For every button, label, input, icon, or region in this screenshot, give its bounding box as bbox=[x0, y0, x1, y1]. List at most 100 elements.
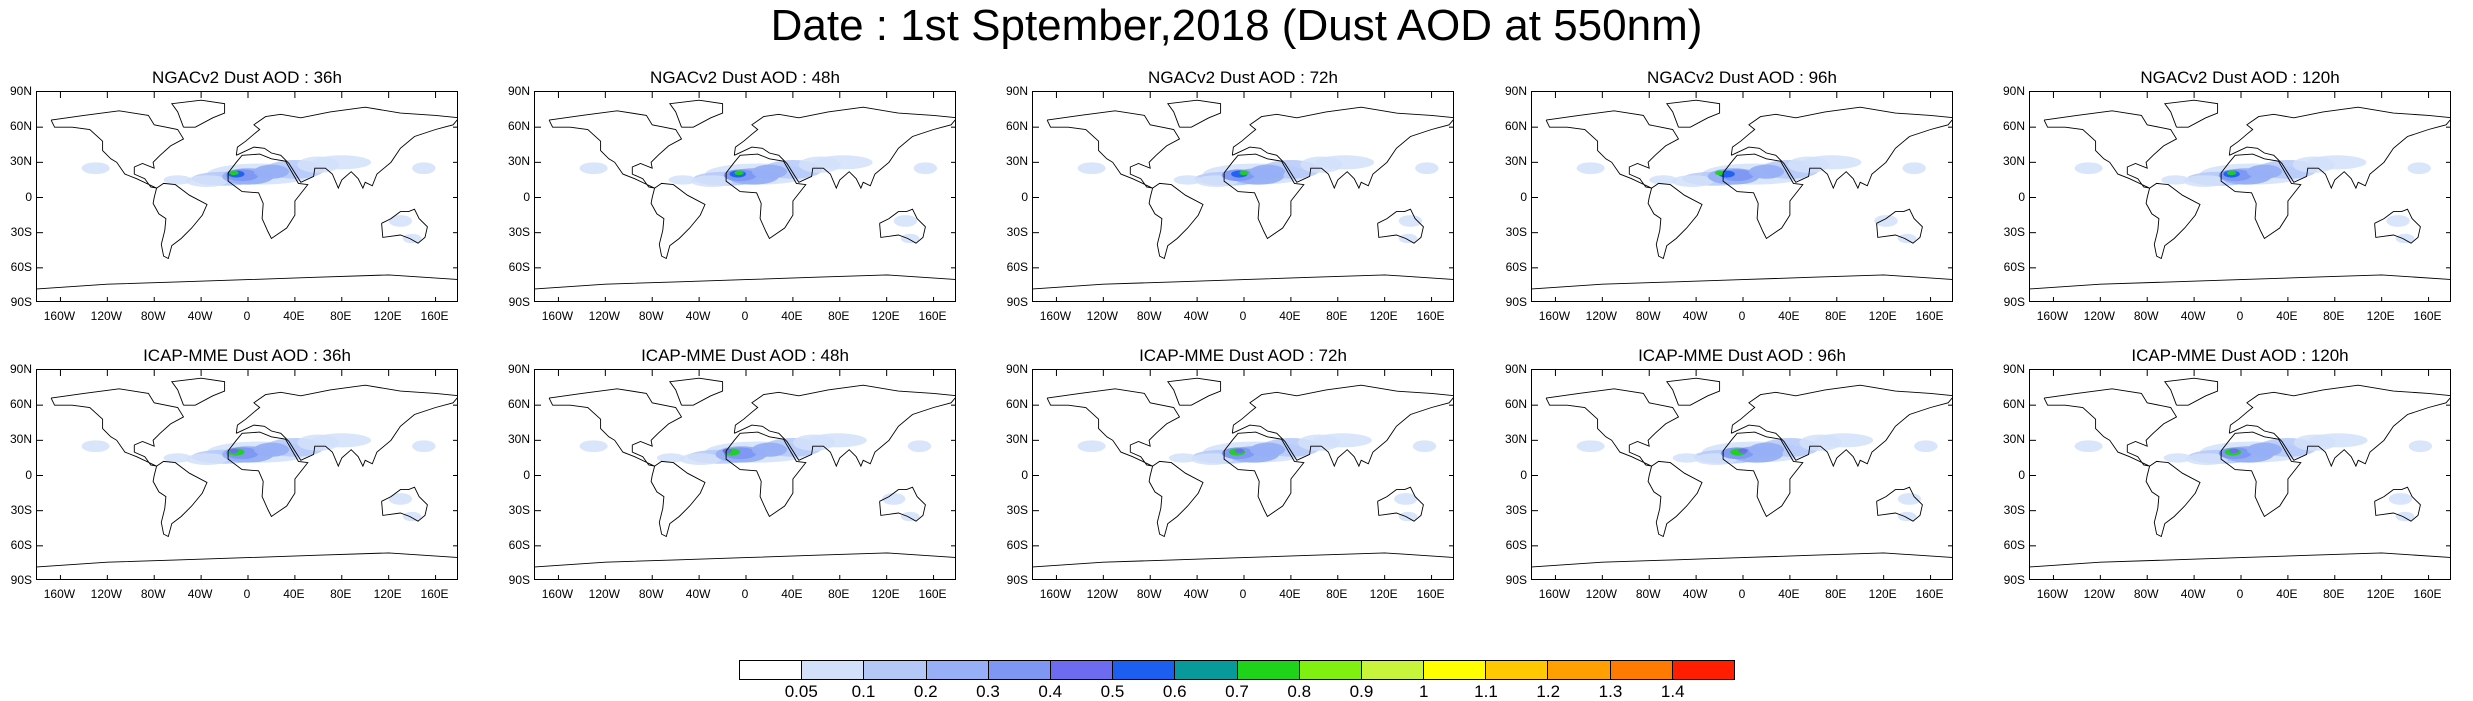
coastline bbox=[152, 460, 208, 538]
lon-tick-label: 120E bbox=[1868, 587, 1897, 601]
coastline bbox=[650, 182, 706, 260]
lon-tick-label: 0 bbox=[243, 309, 251, 323]
lon-tick-label: 80W bbox=[2133, 587, 2159, 601]
lon-tick-label: 40E bbox=[1778, 587, 1800, 601]
dust-plume-patch bbox=[1398, 233, 1418, 244]
panel-title: ICAP-MME Dust AOD : 96h bbox=[1638, 346, 1846, 365]
panel-title: NGACv2 Dust AOD : 72h bbox=[1148, 68, 1338, 87]
coastline bbox=[1532, 274, 1952, 290]
dust-plume-patch bbox=[1315, 155, 1375, 170]
dust-plume-patch bbox=[1874, 215, 1898, 227]
colorbar-label: 0.4 bbox=[1038, 682, 1063, 701]
lon-tick-label: 0 bbox=[741, 587, 749, 601]
colorbar-label: 0.9 bbox=[1349, 682, 1374, 701]
lon-tick-label: 80E bbox=[2323, 309, 2345, 323]
coastline bbox=[1647, 460, 1703, 538]
lon-tick-label: 80W bbox=[1635, 587, 1661, 601]
coastline bbox=[2374, 208, 2421, 244]
dust-plume-patch bbox=[402, 511, 422, 522]
dust-plume-patch bbox=[1672, 453, 1701, 463]
dust-plume-patch bbox=[185, 175, 229, 187]
lon-tick-label: 120W bbox=[588, 587, 620, 601]
lat-tick-label: 30N bbox=[1005, 154, 1028, 169]
lon-tick-label: 0 bbox=[1239, 309, 1247, 323]
dust-plume-patch bbox=[402, 233, 422, 244]
coastline bbox=[1730, 106, 1952, 190]
lon-tick-label: 80W bbox=[1635, 309, 1661, 323]
lon-tick-label: 0 bbox=[1239, 587, 1247, 601]
lat-tick-label: 90S bbox=[2003, 295, 2025, 309]
dust-plume-patch bbox=[668, 175, 697, 185]
dust-plume-patch bbox=[2407, 162, 2431, 175]
lon-tick-label: 0 bbox=[741, 309, 749, 323]
lat-tick-label: 60N bbox=[2002, 119, 2025, 134]
coastline bbox=[1166, 377, 1222, 406]
colorbar-cell bbox=[1175, 661, 1238, 679]
dust-plume-patch bbox=[900, 233, 920, 244]
map-plot bbox=[1032, 91, 1454, 302]
lat-tick-label: 90S bbox=[1006, 573, 1028, 587]
lon-tick-label: 40E bbox=[2276, 587, 2298, 601]
lat-tick-label: 0 bbox=[2018, 467, 2025, 482]
coastline bbox=[1231, 384, 1453, 468]
lon-tick-label: 120E bbox=[871, 587, 900, 601]
dust-plume-patch bbox=[1714, 170, 1725, 176]
dust-plume-patch bbox=[2395, 233, 2415, 244]
lat-tick-label: 0 bbox=[2018, 189, 2025, 204]
dust-plume-patch bbox=[1313, 433, 1372, 448]
dust-plume-patch bbox=[881, 493, 906, 505]
dust-plume-patch bbox=[1249, 442, 1286, 457]
lat-tick-label: 60N bbox=[507, 397, 530, 412]
dust-plume-patch bbox=[907, 440, 932, 453]
lat-tick-label: 60N bbox=[9, 119, 32, 134]
dust-plume-patch bbox=[2307, 155, 2367, 170]
coastline bbox=[733, 106, 955, 190]
dust-plume-patch bbox=[579, 440, 608, 453]
lat-tick-label: 30S bbox=[1006, 502, 1028, 517]
panel-title: ICAP-MME Dust AOD : 36h bbox=[143, 346, 351, 365]
dust-plume-patch bbox=[1738, 448, 1748, 454]
coastline bbox=[879, 486, 926, 522]
dust-plume-patch bbox=[253, 164, 290, 179]
dust-plume-patch bbox=[2308, 433, 2368, 448]
coastline bbox=[2163, 99, 2219, 128]
panel-title: NGACv2 Dust AOD : 120h bbox=[2140, 68, 2340, 87]
coastline bbox=[1545, 110, 1680, 189]
lon-tick-label: 120W bbox=[1086, 309, 1118, 323]
coastline bbox=[1033, 552, 1453, 568]
lat-tick-label: 60N bbox=[507, 119, 530, 134]
coastline bbox=[650, 460, 706, 538]
coastline bbox=[1148, 460, 1204, 538]
coastline bbox=[1223, 153, 1305, 240]
lat-tick-label: 90N bbox=[9, 84, 32, 98]
lon-tick-label: 40E bbox=[283, 587, 305, 601]
coastline bbox=[535, 274, 955, 290]
dust-plume-patch bbox=[1077, 440, 1106, 453]
dust-plume-patch bbox=[913, 162, 938, 175]
map-plot bbox=[1032, 369, 1454, 580]
dust-plume-patch bbox=[1173, 175, 1202, 185]
dust-plume-patch bbox=[751, 164, 788, 179]
coastline bbox=[1722, 431, 1804, 518]
dust-plume-patch bbox=[900, 511, 920, 522]
lon-tick-label: 120W bbox=[1585, 587, 1617, 601]
lat-tick-label: 0 bbox=[523, 189, 530, 204]
dust-plume-patch bbox=[185, 453, 229, 465]
lat-tick-label: 60N bbox=[1005, 119, 1028, 134]
coastline bbox=[1148, 182, 1204, 260]
lat-tick-label: 90N bbox=[1005, 84, 1028, 98]
lon-tick-label: 160E bbox=[1915, 587, 1944, 601]
lat-tick-label: 60N bbox=[2002, 397, 2025, 412]
dust-plume-patch bbox=[1576, 440, 1605, 453]
lat-tick-label: 90N bbox=[2002, 362, 2025, 376]
lon-tick-label: 80W bbox=[638, 587, 664, 601]
dust-plume-patch bbox=[679, 453, 722, 465]
lat-tick-label: 60N bbox=[1005, 397, 1028, 412]
map-panel: ICAP-MME Dust AOD : 48h 90N 60N 30N 0 30S 60S 9… bbox=[502, 346, 956, 601]
lon-tick-label: 120W bbox=[2083, 309, 2115, 323]
lon-tick-label: 40E bbox=[2276, 309, 2298, 323]
lon-tick-label: 120E bbox=[2366, 309, 2395, 323]
lon-tick-label: 40E bbox=[781, 587, 803, 601]
lat-tick-label: 30N bbox=[9, 154, 32, 169]
dust-plume-patch bbox=[229, 448, 239, 454]
